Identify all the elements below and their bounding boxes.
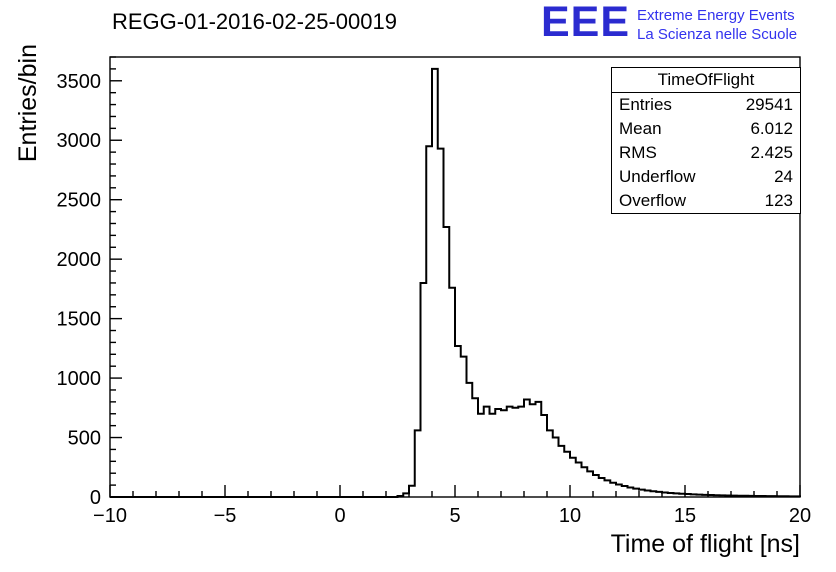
- stats-row-value: 123: [764, 191, 793, 210]
- stats-row-value: 6.012: [750, 119, 793, 138]
- y-tick-label: 2000: [57, 249, 102, 271]
- eee-logo-text: EEE: [541, 0, 631, 46]
- x-tick-label: 5: [449, 505, 460, 527]
- y-tick-label: 3000: [57, 130, 102, 152]
- eee-logo: EEE Extreme Energy Events La Scienza nel…: [541, 0, 797, 46]
- y-tick-label: 1500: [57, 309, 102, 331]
- eee-logo-line2: La Scienza nelle Scuole: [637, 26, 798, 43]
- eee-logo-subtitle: Extreme Energy Events La Scienza nelle S…: [637, 2, 797, 44]
- x-tick-label: −10: [93, 505, 127, 527]
- x-tick-label: 20: [789, 505, 811, 527]
- x-tick-label: 0: [334, 505, 345, 527]
- stats-row: Mean 6.012: [612, 117, 800, 141]
- x-axis-title: Time of flight [ns]: [611, 530, 800, 558]
- y-tick-label: 3500: [57, 71, 102, 93]
- x-tick-label: −5: [214, 505, 237, 527]
- stats-row-label: Underflow: [619, 167, 696, 186]
- y-tick-label: 2500: [57, 190, 102, 212]
- stats-row-value: 29541: [745, 95, 793, 114]
- stats-row: RMS 2.425: [612, 141, 800, 165]
- stats-row: Underflow 24: [612, 165, 800, 189]
- x-tick-label: 10: [559, 505, 581, 527]
- plot-title: REGG-01-2016-02-25-00019: [112, 9, 397, 34]
- stats-row-label: Overflow: [619, 191, 687, 210]
- y-tick-label: 1000: [57, 368, 102, 390]
- stats-row-label: Entries: [619, 95, 672, 114]
- stats-row: Overflow 123: [612, 189, 800, 213]
- y-tick-label: 500: [68, 428, 101, 450]
- y-axis-title: Entries/bin: [14, 44, 42, 162]
- stats-box: TimeOfFlight Entries 29541 Mean 6.012 RM…: [611, 67, 801, 214]
- stats-row-value: 2.425: [750, 143, 793, 162]
- eee-logo-line1: Extreme Energy Events: [637, 7, 795, 24]
- stats-row-label: Mean: [619, 119, 662, 138]
- stats-row-value: 24: [774, 167, 793, 186]
- stats-title: TimeOfFlight: [612, 68, 800, 93]
- x-tick-label: 15: [674, 505, 696, 527]
- histogram-line: [110, 67, 801, 498]
- stats-row-label: RMS: [619, 143, 657, 162]
- stats-row: Entries 29541: [612, 93, 800, 117]
- y-tick-label: 0: [90, 487, 101, 509]
